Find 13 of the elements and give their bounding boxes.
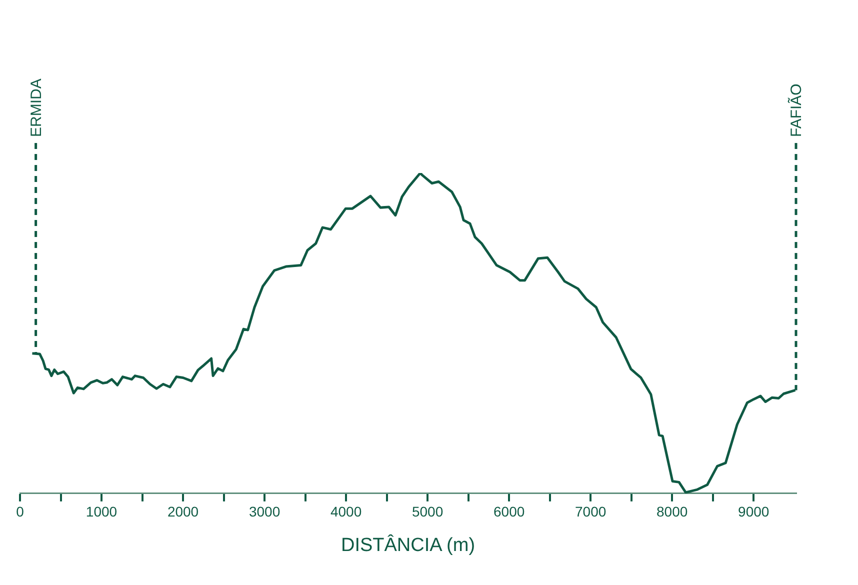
- x-tick-label: 9000: [738, 504, 770, 520]
- ref-line-label: FAFIÃO: [787, 84, 806, 137]
- x-tick-label: 3000: [248, 504, 280, 520]
- x-tick-label: 8000: [656, 504, 688, 520]
- x-axis-title: DISTÂNCIA (m): [340, 534, 476, 556]
- x-tick-label: 5000: [412, 504, 444, 520]
- x-tick-label: 1000: [86, 504, 118, 520]
- x-tick-label: 4000: [330, 504, 362, 520]
- ref-line-label: ERMIDA: [28, 78, 45, 137]
- x-tick-label: 2000: [167, 504, 199, 520]
- x-tick-label: 6000: [493, 504, 525, 520]
- x-tick-label: 7000: [575, 504, 606, 520]
- x-tick-label: 0: [16, 504, 24, 520]
